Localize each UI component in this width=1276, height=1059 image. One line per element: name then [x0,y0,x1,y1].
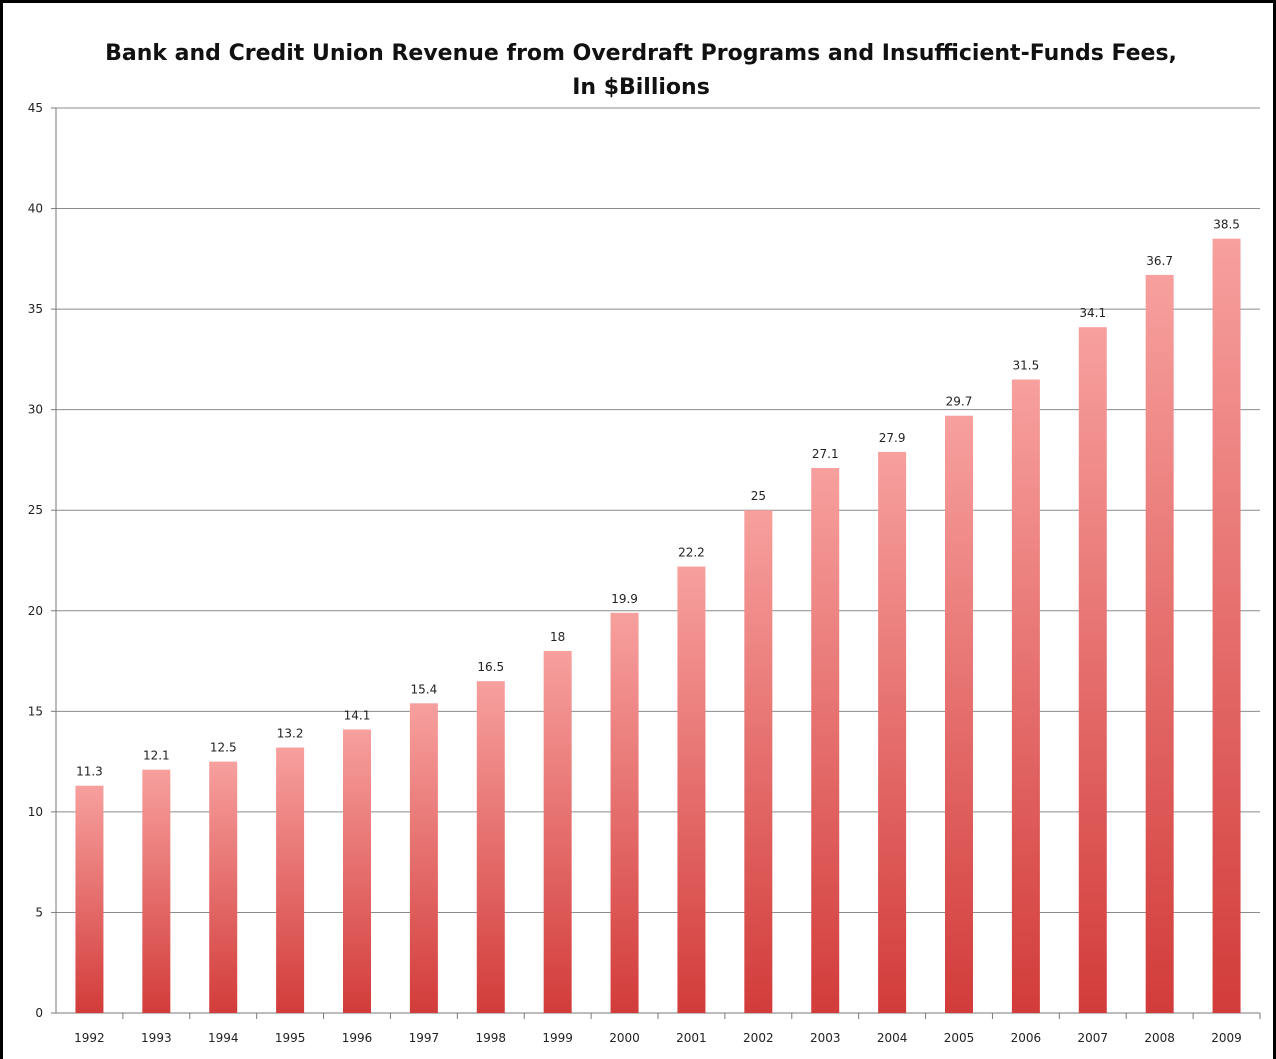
data-label-2005: 29.7 [946,395,973,409]
x-tick-label-2008: 2008 [1144,1031,1175,1045]
bar-2000 [610,612,639,1013]
y-tick-label: 35 [28,302,43,316]
y-tick-label: 10 [28,805,43,819]
data-label-1997: 15.4 [411,682,438,696]
bar-1999 [543,651,572,1013]
x-tick-label-2003: 2003 [810,1031,841,1045]
data-label-1999: 18 [550,630,565,644]
bar-1992 [75,785,104,1013]
x-tick-label-1994: 1994 [208,1031,239,1045]
data-label-2002: 25 [751,489,766,503]
bar-2007 [1078,327,1107,1013]
x-tick-label-2007: 2007 [1078,1031,1109,1045]
data-label-1994: 12.5 [210,741,237,755]
x-tick-label-2005: 2005 [944,1031,975,1045]
data-label-2006: 31.5 [1013,359,1040,373]
chart-title-line-1: Bank and Credit Union Revenue from Overd… [105,41,1177,66]
bar-1997 [409,703,438,1013]
bars [75,238,1241,1013]
x-tick-label-1997: 1997 [409,1031,440,1045]
data-label-1998: 16.5 [477,660,504,674]
x-tick-label-2009: 2009 [1211,1031,1242,1045]
x-tick-label-2002: 2002 [743,1031,774,1045]
y-tick-label: 5 [35,905,43,919]
bar-2001 [677,566,706,1013]
data-label-2004: 27.9 [879,431,906,445]
data-label-1992: 11.3 [76,765,103,779]
bar-2009 [1212,238,1241,1013]
bar-2006 [1011,379,1040,1013]
chart-title: Bank and Credit Union Revenue from Overd… [3,37,1276,105]
y-tick-label: 45 [28,101,43,115]
bar-2003 [811,467,840,1013]
x-tick-label-1998: 1998 [476,1031,507,1045]
data-label-2003: 27.1 [812,447,839,461]
bar-2004 [878,451,907,1013]
data-label-1993: 12.1 [143,749,170,763]
y-tick-label: 40 [28,202,43,216]
x-tick-label-1992: 1992 [74,1031,105,1045]
data-label-1996: 14.1 [344,708,371,722]
y-tick-labels: 0 5 10 15 20 25 30 35 40 45 [28,101,43,1020]
x-tick-label-1996: 1996 [342,1031,373,1045]
x-tick-label-2004: 2004 [877,1031,908,1045]
x-tick-labels: 1992 1993 1994 1995 1996 1997 1998 1999 2000 2001… [74,1031,1242,1045]
data-label-2007: 34.1 [1079,306,1106,320]
x-tick-label-1993: 1993 [141,1031,172,1045]
y-tick-label: 0 [35,1006,43,1020]
x-tick-label-1995: 1995 [275,1031,306,1045]
bar-2005 [945,415,973,1013]
data-label-2001: 22.2 [678,546,705,560]
data-label-2008: 36.7 [1146,254,1173,268]
y-tick-label: 30 [28,403,43,417]
data-label-2009: 38.5 [1213,218,1240,232]
chart-title-line-2: In $Billions [572,75,710,100]
x-tick-label-2006: 2006 [1011,1031,1042,1045]
y-tick-label: 25 [28,503,43,517]
x-tick-label-2001: 2001 [676,1031,707,1045]
bar-1998 [476,681,505,1013]
bar-2008 [1145,274,1174,1013]
bar-2002 [744,510,773,1013]
data-label-2000: 19.9 [611,592,638,606]
bar-1994 [209,761,238,1013]
bar-1995 [276,747,305,1013]
bar-1993 [142,769,171,1013]
data-labels: 11.3 12.1 12.5 13.2 14.1 15.4 16.5 18 19.9 22.2 25… [76,218,1240,779]
x-tick-label-1999: 1999 [542,1031,573,1045]
data-label-1995: 13.2 [277,727,304,741]
axes [51,107,1261,1019]
y-tick-label: 20 [28,604,43,618]
gridlines [56,107,1260,913]
y-tick-label: 15 [28,704,43,718]
bar-1996 [343,729,371,1013]
x-tick-label-2000: 2000 [609,1031,640,1045]
